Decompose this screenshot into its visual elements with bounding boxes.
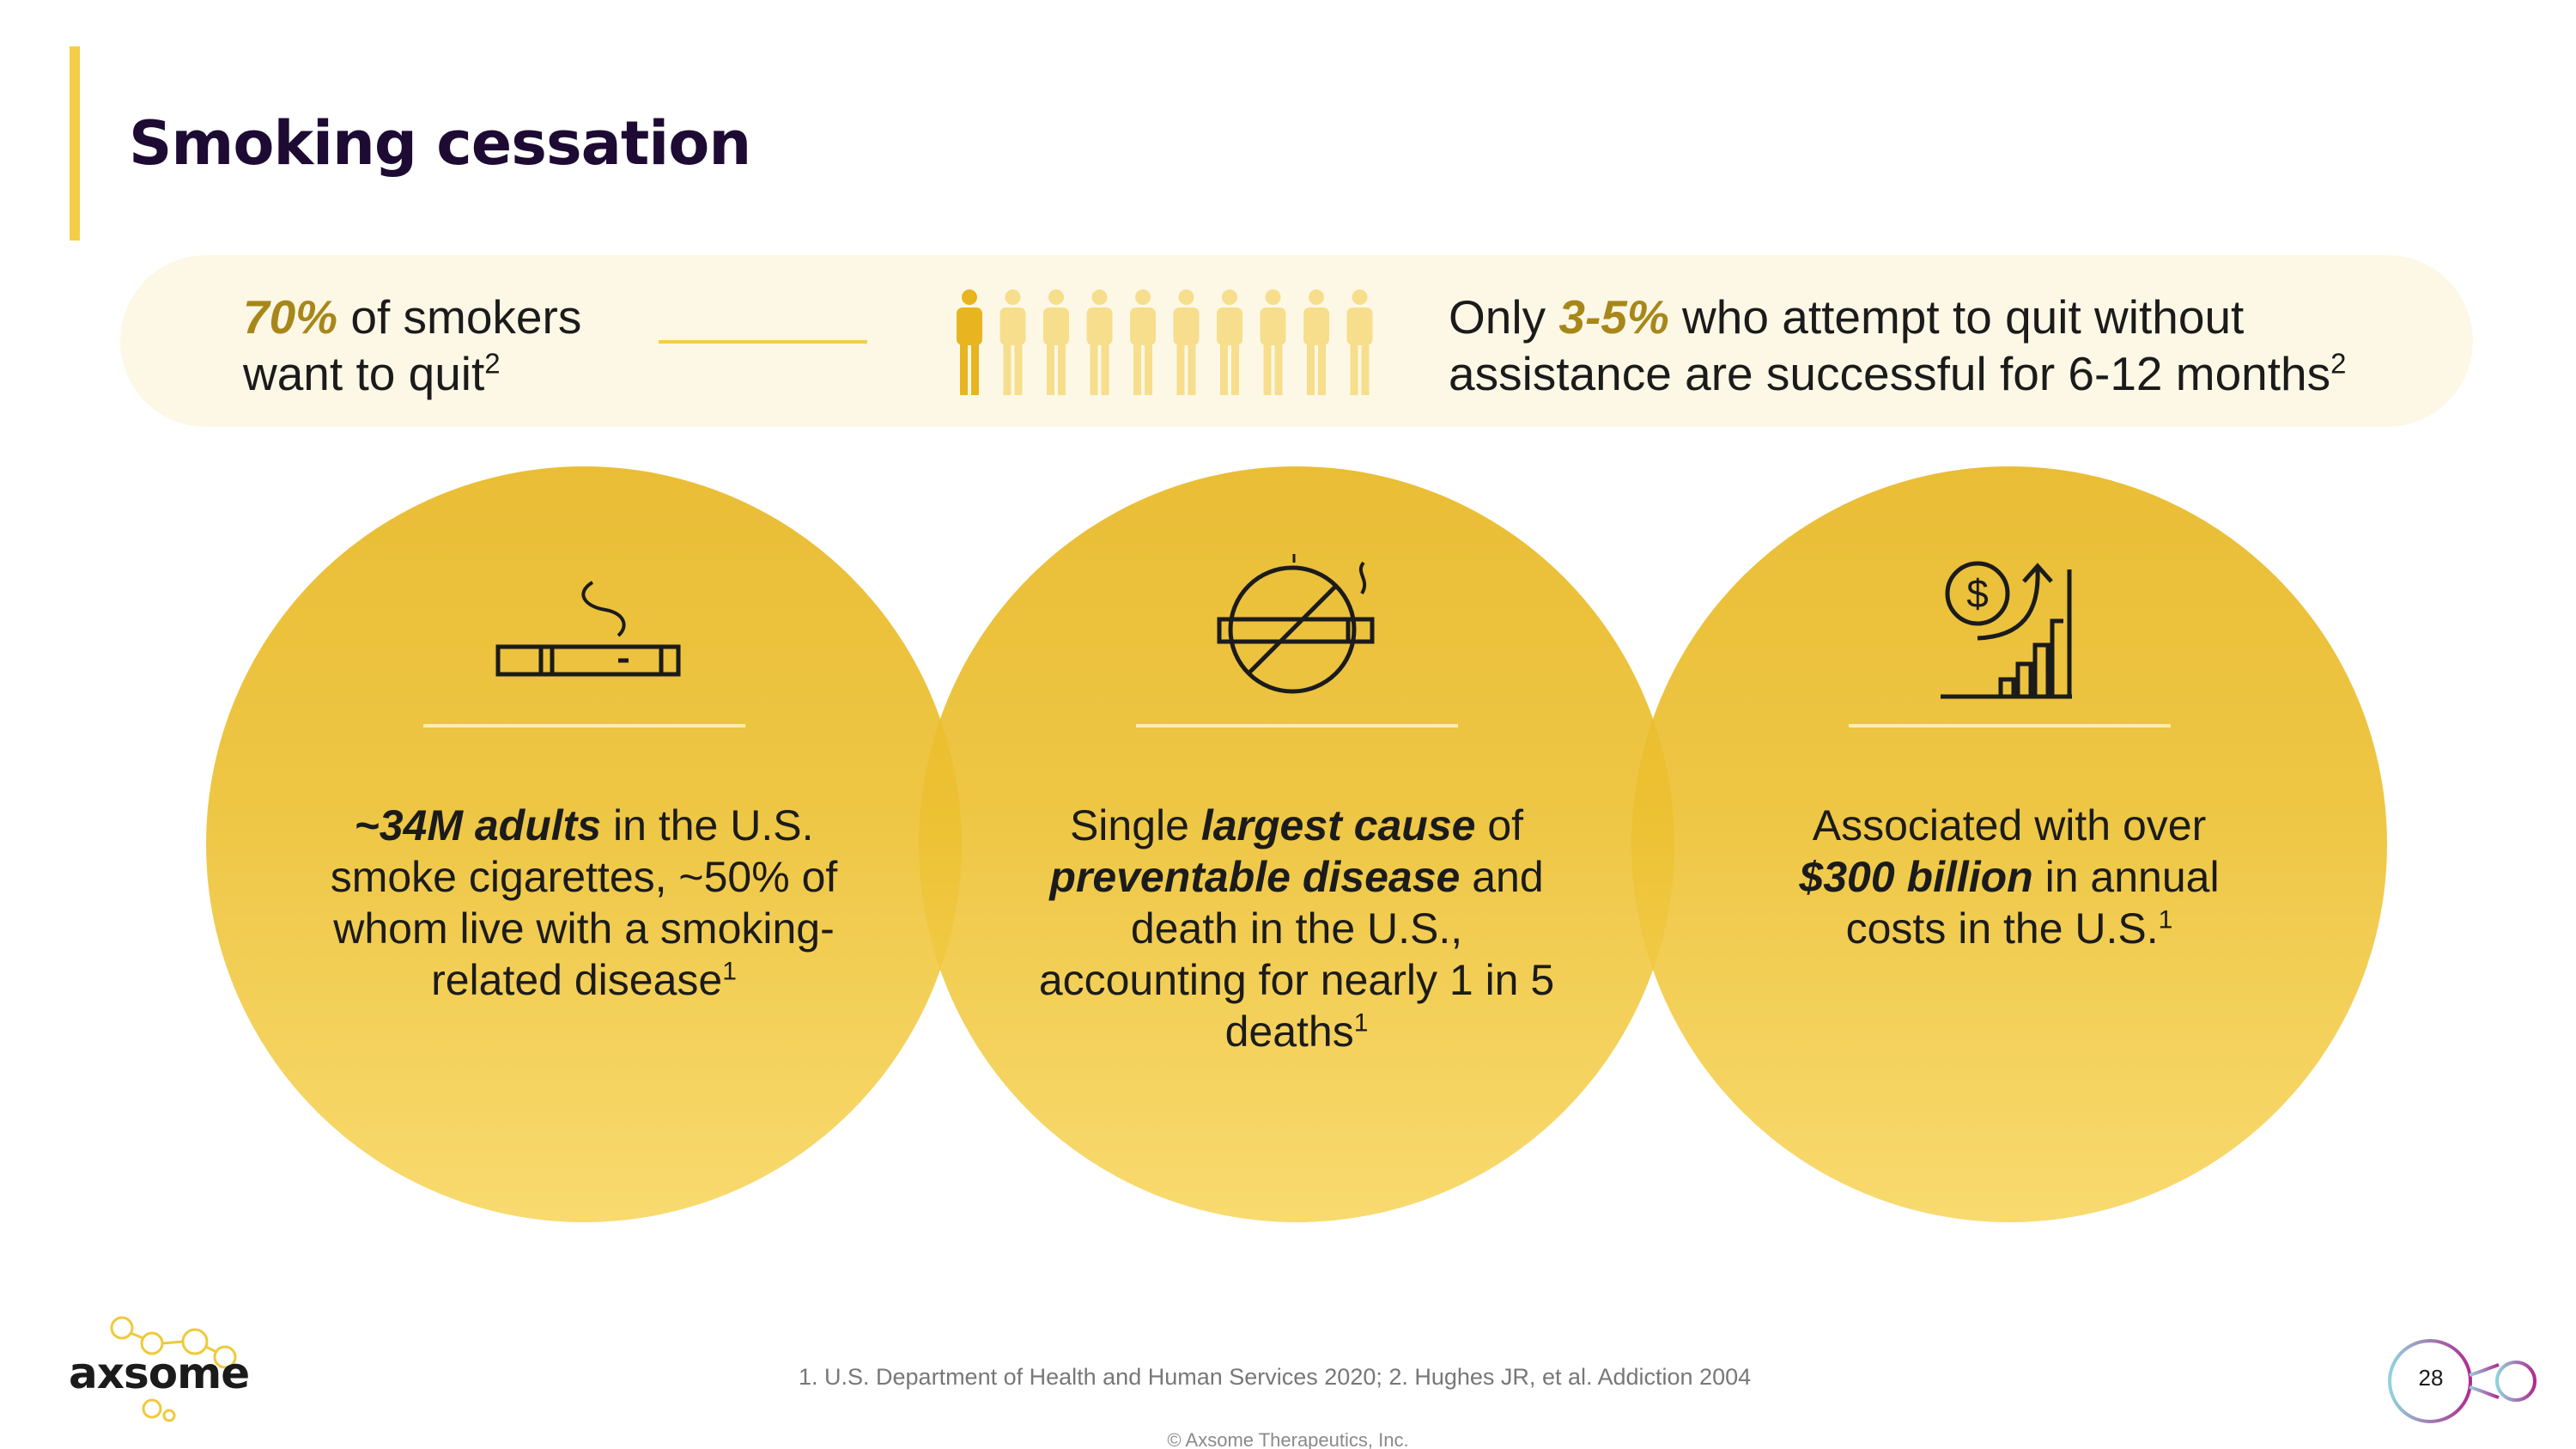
banner-divider xyxy=(659,340,867,344)
svg-text:$: $ xyxy=(1966,571,1989,616)
adults-smoking-text: ~34M adults in the U.S. smoke cigarettes… xyxy=(330,801,838,1004)
copyright-text: © Axsome Therapeutics, Inc. xyxy=(1167,1429,1409,1449)
circle-divider xyxy=(423,724,745,728)
references-footnote: 1. U.S. Department of Health and Human S… xyxy=(799,1364,1752,1390)
adults-smoking-circle: ~34M adults in the U.S. smoke cigarettes… xyxy=(206,466,962,1222)
person-figure-icon xyxy=(957,289,982,395)
person-figure-icon xyxy=(1086,289,1113,395)
person-figure-icon xyxy=(1260,289,1286,395)
annual-costs-text: Associated with over $300 billion in ann… xyxy=(1799,801,2220,953)
axsome-logo-text: axsome xyxy=(69,1349,250,1398)
cigarette-icon xyxy=(495,581,681,677)
no-smoking-icon xyxy=(1217,554,1375,694)
circle-divider xyxy=(1136,724,1458,728)
page-title: Smoking cessation xyxy=(129,108,751,179)
success-percent: 3-5% xyxy=(1558,290,1669,344)
person-figure-icon xyxy=(1043,289,1069,395)
quit-percent: 70% xyxy=(243,290,338,344)
circle-divider xyxy=(1849,724,2171,728)
person-figure-icon xyxy=(1130,289,1156,395)
title-accent-bar xyxy=(70,46,80,240)
person-figure-icon xyxy=(1346,289,1373,395)
preventable-disease-text: Single largest cause of preventable dise… xyxy=(1038,801,1555,1056)
axsome-logo-icon xyxy=(110,1316,237,1422)
banner-left-stat: 70% of smokers want to quit2 xyxy=(243,290,582,400)
stat-banner xyxy=(120,255,2473,427)
people-row-icon xyxy=(957,289,1373,395)
annual-costs-circle: $ Associated with over $300 billion in a… xyxy=(1631,466,2387,1222)
person-figure-icon xyxy=(1303,289,1329,395)
banner-right-stat: Only 3-5% who attempt to quit without as… xyxy=(1449,290,2347,400)
money-growth-icon: $ xyxy=(1941,561,2072,699)
preventable-disease-circle: Single largest cause of preventable dise… xyxy=(919,466,1674,1222)
page-number: 28 xyxy=(2418,1365,2444,1391)
page-badge-icon xyxy=(2388,1339,2537,1423)
person-figure-icon xyxy=(1217,289,1242,395)
person-figure-icon xyxy=(999,289,1026,395)
person-figure-icon xyxy=(1173,289,1200,395)
